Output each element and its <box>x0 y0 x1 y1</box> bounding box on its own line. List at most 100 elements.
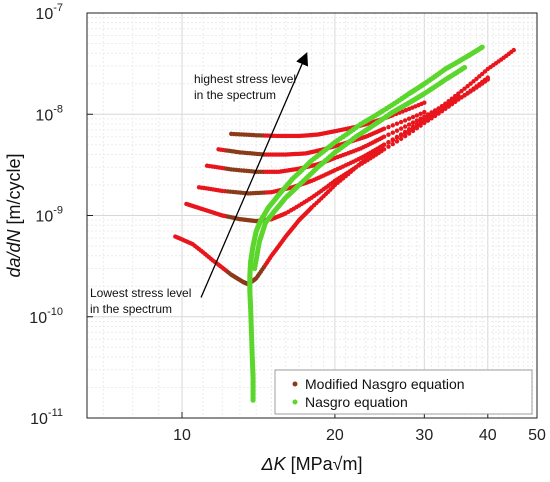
modified-nasgro-point <box>386 124 391 130</box>
modified-nasgro-point <box>406 122 412 127</box>
modified-nasgro-point <box>429 110 434 115</box>
x-tick-label: 30 <box>415 427 433 444</box>
axis-ticks: 10 20 30 40 50 10-11 10-10 10-9 10-8 10-7 <box>29 2 546 444</box>
nasgro-point <box>461 64 468 71</box>
modified-nasgro-point <box>414 113 420 118</box>
y-tick-label: 10-11 <box>30 407 63 428</box>
annotation-lowest: Lowest stress level in the spectrum <box>90 286 191 316</box>
modified-nasgro-point <box>386 144 391 149</box>
modified-nasgro-point <box>381 134 387 139</box>
modified-nasgro-point <box>398 133 404 138</box>
x-axis-title: ΔK [MPa√m] <box>261 454 363 474</box>
modified-nasgro-point <box>402 133 408 139</box>
modified-nasgro-point <box>452 96 458 101</box>
modified-nasgro-point <box>485 77 490 82</box>
legend-box <box>274 369 533 415</box>
modified-nasgro-point <box>432 112 438 118</box>
modified-nasgro-point <box>422 109 427 115</box>
modified-nasgro-point <box>402 130 408 136</box>
modified-nasgro-point <box>436 106 441 111</box>
y-tick-exponent: -10 <box>47 306 63 318</box>
annotation-highest: highest stress level in the spectrum <box>194 72 296 102</box>
x-tick-label: 40 <box>479 427 497 444</box>
modified-nasgro-point <box>414 118 420 123</box>
modified-nasgro-point <box>394 139 400 144</box>
modified-nasgro-point <box>443 106 448 111</box>
modified-nasgro-point <box>439 108 445 113</box>
modified-nasgro-point <box>425 117 431 122</box>
modified-nasgro-point <box>418 121 423 126</box>
modified-nasgro-point <box>446 100 451 105</box>
modified-nasgro-point <box>381 147 387 152</box>
modified-nasgro-point <box>390 141 395 147</box>
modified-nasgro-point <box>443 102 448 107</box>
modified-nasgro-point <box>446 103 451 109</box>
axis-titles: ΔK [MPa√m] da/dN [m/cycle] <box>4 153 362 474</box>
modified-nasgro-point <box>386 132 391 137</box>
modified-nasgro-point <box>418 111 423 116</box>
legend-marker-modified <box>292 381 298 387</box>
modified-nasgro-point <box>474 76 479 82</box>
y-tick-label: 10-9 <box>35 205 63 226</box>
y-tick-exponent: -7 <box>53 2 63 14</box>
grid <box>87 13 538 419</box>
modified-nasgro-point <box>398 126 404 131</box>
x-tick-label: 10 <box>173 427 191 444</box>
modified-nasgro-point <box>429 114 434 120</box>
modified-nasgro-point <box>414 123 420 129</box>
modified-nasgro-point <box>410 114 416 120</box>
y-tick-exponent: -11 <box>48 407 63 419</box>
modified-nasgro-point <box>462 86 467 91</box>
modified-nasgro-point <box>422 119 427 124</box>
x-tick-label: 20 <box>326 427 344 444</box>
modified-nasgro-point <box>465 84 470 89</box>
modified-nasgro-point <box>381 142 387 147</box>
y-tick-exponent: -9 <box>53 205 63 217</box>
modified-nasgro-point <box>436 110 441 115</box>
modified-nasgro-point <box>422 100 427 105</box>
modified-nasgro-point <box>449 98 455 103</box>
modified-nasgro-point <box>402 124 408 129</box>
modified-nasgro-point <box>394 128 400 133</box>
modified-nasgro-point <box>456 94 461 99</box>
modified-nasgro-point <box>422 114 427 119</box>
modified-nasgro-point <box>381 126 387 131</box>
modified-nasgro-point <box>390 130 395 135</box>
modified-nasgro-point <box>394 135 400 140</box>
modified-nasgro-point <box>410 120 416 125</box>
modified-nasgro-point <box>418 116 423 121</box>
modified-nasgro-point <box>406 128 412 133</box>
legend: Modified Nasgro equation Nasgro equation <box>274 369 533 415</box>
data-points <box>173 44 516 403</box>
modified-nasgro-point <box>477 74 482 79</box>
modified-nasgro-point <box>425 112 431 117</box>
modified-nasgro-point <box>390 137 395 143</box>
modified-nasgro-point <box>410 126 416 131</box>
y-tick-label: 10-8 <box>35 103 63 124</box>
legend-label-nasgro: Nasgro equation <box>305 394 408 410</box>
y-tick-label: 10-7 <box>35 2 63 23</box>
modified-nasgro-point <box>390 123 395 128</box>
legend-label-modified: Modified Nasgro equation <box>305 376 465 392</box>
y-tick-label: 10-10 <box>29 306 63 327</box>
modified-nasgro-point <box>439 104 445 109</box>
legend-marker-nasgro <box>292 399 298 405</box>
nasgro-point <box>479 44 485 50</box>
modified-nasgro-point <box>394 121 400 126</box>
x-tick-label: 50 <box>528 427 546 444</box>
y-axis-title: da/dN [m/cycle] <box>4 153 24 277</box>
modified-nasgro-point <box>468 81 473 86</box>
arrow <box>200 52 309 298</box>
modified-nasgro-point <box>471 79 476 84</box>
modified-nasgro-point <box>511 47 516 53</box>
annotations: highest stress level in the spectrum Lowes… <box>90 52 309 316</box>
modified-nasgro-point <box>459 88 464 94</box>
modified-nasgro-point <box>386 140 391 145</box>
modified-nasgro-point <box>432 108 438 113</box>
modified-nasgro-point <box>402 118 408 123</box>
modified-nasgro-point <box>398 136 404 142</box>
modified-nasgro-point <box>398 119 404 125</box>
y-tick-exponent: -8 <box>53 103 63 115</box>
modified-nasgro-point <box>406 116 412 121</box>
